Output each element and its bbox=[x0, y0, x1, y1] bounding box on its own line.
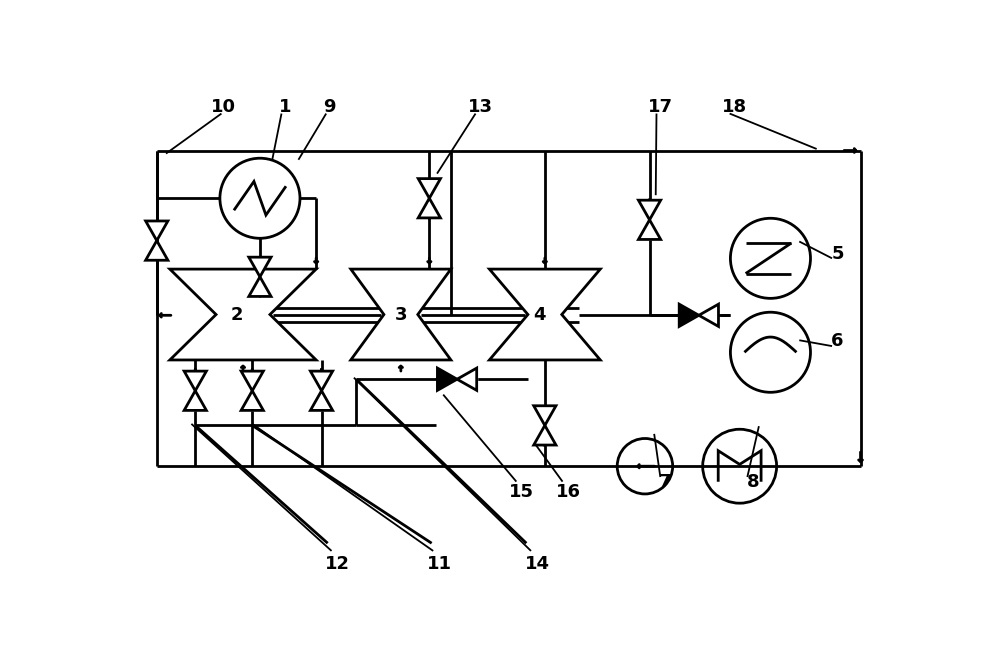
Text: 10: 10 bbox=[211, 98, 236, 116]
Polygon shape bbox=[146, 221, 168, 240]
Text: 18: 18 bbox=[722, 98, 747, 116]
Text: 15: 15 bbox=[509, 483, 534, 501]
Polygon shape bbox=[241, 371, 263, 390]
Text: 2: 2 bbox=[231, 306, 243, 324]
Text: 13: 13 bbox=[468, 98, 493, 116]
Polygon shape bbox=[241, 390, 263, 410]
Polygon shape bbox=[184, 371, 206, 390]
Text: 6: 6 bbox=[831, 332, 844, 350]
Text: 17: 17 bbox=[648, 98, 673, 116]
Text: 5: 5 bbox=[831, 245, 844, 263]
Polygon shape bbox=[170, 269, 316, 360]
Polygon shape bbox=[489, 269, 600, 360]
Polygon shape bbox=[310, 390, 333, 410]
Text: 11: 11 bbox=[427, 555, 452, 573]
Text: 3: 3 bbox=[395, 306, 407, 324]
Text: 16: 16 bbox=[555, 483, 580, 501]
Text: 8: 8 bbox=[746, 473, 759, 491]
Polygon shape bbox=[457, 368, 477, 390]
Polygon shape bbox=[534, 426, 556, 445]
Polygon shape bbox=[146, 240, 168, 260]
Polygon shape bbox=[638, 220, 661, 240]
Polygon shape bbox=[249, 257, 271, 277]
Text: 7: 7 bbox=[659, 473, 671, 491]
Polygon shape bbox=[249, 277, 271, 296]
Polygon shape bbox=[679, 304, 699, 327]
Polygon shape bbox=[534, 406, 556, 426]
Polygon shape bbox=[418, 179, 440, 199]
Polygon shape bbox=[437, 368, 457, 390]
Polygon shape bbox=[638, 200, 661, 220]
Text: 14: 14 bbox=[525, 555, 550, 573]
Polygon shape bbox=[418, 199, 440, 218]
Text: 12: 12 bbox=[324, 555, 349, 573]
Polygon shape bbox=[699, 304, 718, 327]
Text: 4: 4 bbox=[533, 306, 546, 324]
Polygon shape bbox=[184, 390, 206, 410]
Polygon shape bbox=[351, 269, 451, 360]
Text: 9: 9 bbox=[323, 98, 335, 116]
Polygon shape bbox=[310, 371, 333, 390]
Text: 1: 1 bbox=[279, 98, 292, 116]
